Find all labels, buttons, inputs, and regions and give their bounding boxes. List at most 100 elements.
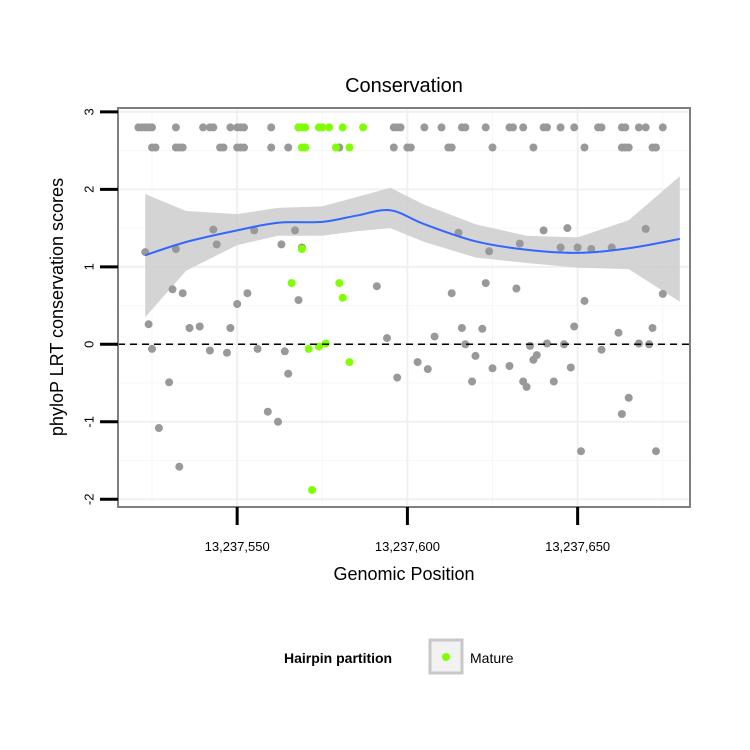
data-point — [481, 123, 490, 132]
y-tick-label: 1 — [82, 263, 97, 270]
data-point — [195, 322, 204, 331]
data-point — [461, 123, 470, 132]
data-point — [284, 143, 293, 152]
data-point — [580, 143, 589, 152]
data-point — [154, 424, 163, 432]
series-mature — [287, 123, 368, 494]
data-point — [543, 123, 551, 132]
data-point — [144, 320, 153, 329]
data-point — [658, 123, 667, 132]
data-point — [587, 245, 596, 253]
data-point — [652, 447, 660, 456]
y-tick-label: -1 — [82, 416, 97, 428]
data-point — [240, 123, 248, 132]
y-tick-label: -2 — [82, 494, 97, 506]
data-point — [406, 143, 415, 152]
data-point — [212, 240, 221, 249]
data-point — [168, 285, 177, 294]
data-point — [652, 143, 660, 152]
data-point — [447, 289, 456, 298]
data-point — [488, 364, 497, 373]
data-point — [597, 123, 606, 132]
data-point — [338, 293, 347, 302]
data-point — [226, 123, 235, 132]
data-point — [297, 245, 306, 253]
data-point — [529, 143, 538, 152]
data-point — [468, 377, 477, 386]
data-point — [481, 279, 490, 288]
data-point — [209, 225, 218, 234]
data-point — [151, 143, 160, 152]
data-point — [178, 143, 187, 152]
series-other — [134, 123, 667, 471]
data-point — [325, 123, 334, 132]
data-point — [519, 123, 528, 132]
data-point — [321, 339, 330, 348]
data-point — [267, 123, 276, 132]
data-point — [570, 322, 579, 331]
data-point — [372, 282, 381, 291]
data-point — [556, 243, 565, 252]
data-point — [175, 462, 184, 471]
data-point — [226, 324, 235, 332]
data-point — [280, 347, 289, 356]
data-point — [331, 143, 340, 152]
data-point — [250, 226, 259, 235]
data-point — [291, 226, 299, 235]
data-point — [430, 332, 439, 341]
data-point — [240, 143, 248, 152]
data-point — [447, 143, 456, 152]
data-point — [624, 143, 633, 152]
data-point — [389, 143, 398, 152]
data-point — [505, 362, 514, 370]
data-point — [284, 369, 293, 378]
data-point — [543, 339, 551, 348]
data-point — [526, 341, 534, 350]
data-point — [263, 407, 272, 416]
data-point — [219, 143, 228, 152]
data-point — [621, 123, 630, 132]
data-point — [199, 123, 208, 132]
data-point — [549, 377, 558, 386]
data-point — [318, 123, 327, 132]
data-point — [420, 123, 429, 132]
data-point — [294, 296, 303, 305]
data-point — [233, 300, 242, 308]
data-point — [396, 123, 405, 132]
data-point — [243, 289, 252, 298]
data-point — [634, 339, 643, 348]
data-point — [413, 358, 422, 367]
legend-key-mature — [442, 653, 450, 661]
data-point — [539, 226, 548, 235]
data-point — [509, 123, 517, 132]
chart-title: Conservation — [345, 75, 463, 97]
data-point — [171, 123, 180, 132]
x-tick-label: 13,237,600 — [375, 539, 440, 554]
data-point — [485, 247, 494, 256]
data-point — [566, 363, 575, 372]
data-point — [457, 324, 466, 332]
data-point — [522, 382, 531, 391]
data-point — [171, 245, 180, 253]
smooth-line — [144, 209, 680, 257]
data-point — [253, 344, 262, 353]
x-axis-label: Genomic Position — [333, 564, 474, 584]
data-point — [641, 224, 650, 233]
data-point — [461, 340, 470, 349]
panel-border — [117, 107, 691, 508]
data-point — [512, 284, 521, 293]
data-point — [624, 393, 633, 402]
confidence-band — [145, 176, 680, 318]
data-point — [335, 279, 344, 288]
y-axis-label: phyloP LRT conservation scores — [47, 178, 67, 436]
data-point — [205, 346, 214, 355]
data-point — [148, 123, 156, 132]
data-point — [301, 123, 310, 132]
data-point — [338, 123, 347, 132]
data-point — [287, 279, 296, 288]
data-point — [641, 123, 650, 132]
y-tick-label: 2 — [82, 186, 97, 193]
data-point — [393, 373, 402, 382]
data-point — [345, 143, 354, 152]
data-point — [563, 224, 572, 233]
